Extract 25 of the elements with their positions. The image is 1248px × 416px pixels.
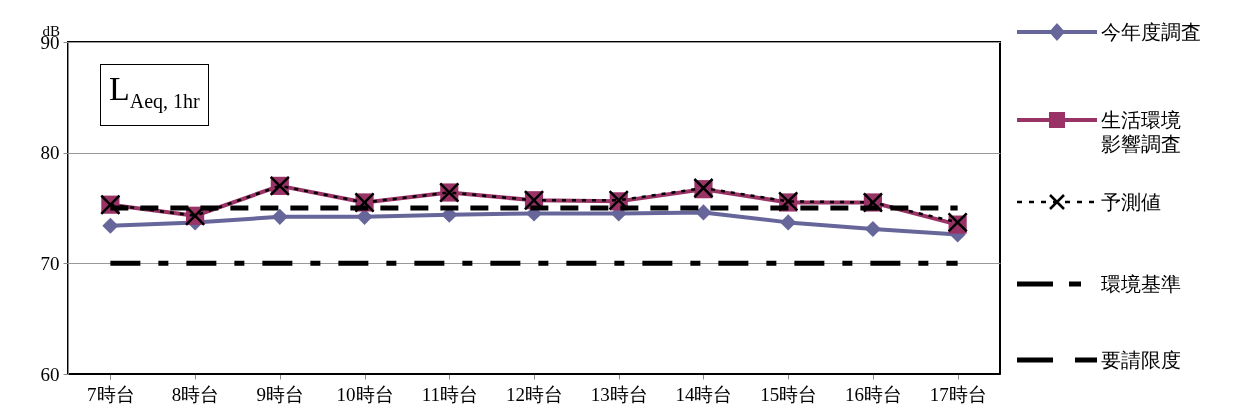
- x-tick-label: 14時台: [675, 383, 733, 405]
- y-tick-label: 70: [40, 252, 60, 274]
- x-tick-label: 17時台: [929, 383, 987, 405]
- legend-label: 今年度調査: [1101, 20, 1201, 44]
- legend-label: 要請限度: [1101, 348, 1182, 372]
- legend-label: 生活環境影響調査: [1101, 108, 1182, 156]
- x-tick-label: 9時台: [256, 383, 305, 405]
- annotation: L$_{Aeq, 1hr}$: [100, 64, 209, 126]
- point: [864, 220, 881, 238]
- x-tick-label: 12時台: [506, 383, 563, 405]
- x-tick-label: 7時台: [87, 383, 135, 405]
- legend-label: 環境基準: [1101, 272, 1182, 296]
- x-tick-label: 15時台: [760, 383, 818, 405]
- legend-label: 予測値: [1101, 190, 1162, 214]
- point: [695, 204, 712, 221]
- y-tick-label: 80: [40, 142, 60, 164]
- y-tick-label: 60: [40, 363, 60, 385]
- x-tick-label: 8時台: [171, 383, 220, 405]
- point: [780, 214, 797, 231]
- x-tick-label: 10時台: [336, 383, 394, 405]
- point: [102, 217, 119, 234]
- x-tick-label: 16時台: [844, 383, 902, 405]
- x-tick-label: 11時台: [421, 383, 478, 405]
- point: [271, 208, 288, 225]
- x-tick-label: 13時台: [590, 383, 648, 405]
